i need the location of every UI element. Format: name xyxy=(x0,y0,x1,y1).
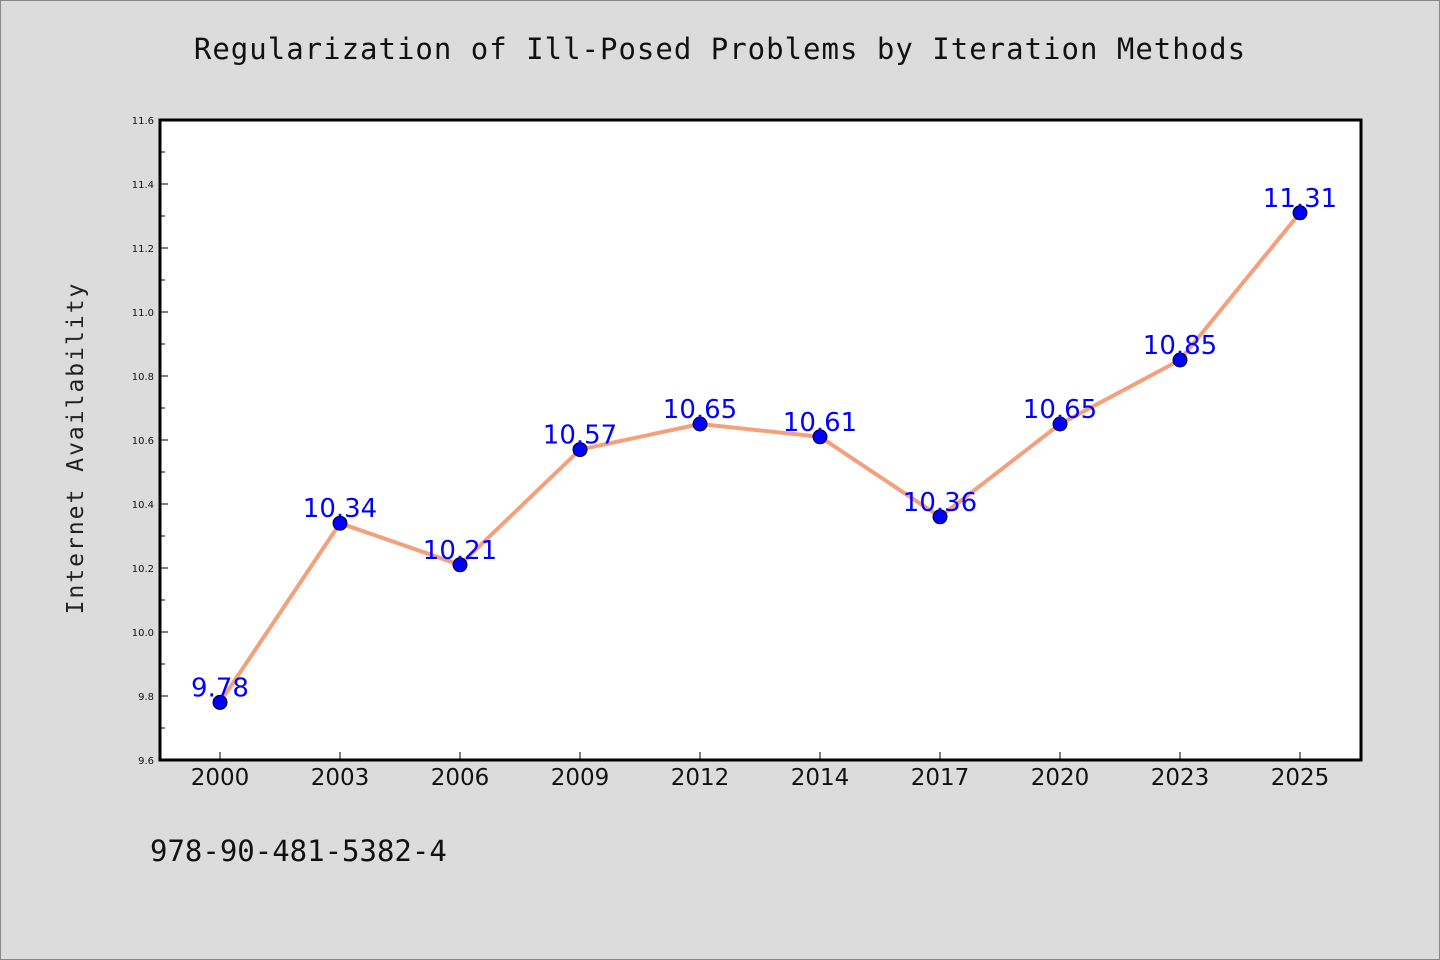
plot-frame xyxy=(158,118,1363,762)
y-tick-label: 10.4 xyxy=(132,500,154,511)
data-point xyxy=(572,442,588,458)
data-label: 11.31 xyxy=(1263,184,1337,214)
x-tick-label: 2003 xyxy=(311,765,370,791)
x-tick-label: 2014 xyxy=(791,765,850,791)
data-label: 10.21 xyxy=(423,536,497,566)
y-tick-label: 9.8 xyxy=(138,692,154,703)
x-tick-label: 2023 xyxy=(1151,765,1210,791)
y-tick-label: 10.2 xyxy=(132,564,154,575)
x-tick-label: 2020 xyxy=(1031,765,1090,791)
data-label: 10.65 xyxy=(1023,395,1097,425)
data-point xyxy=(452,557,468,573)
data-point xyxy=(692,416,708,432)
data-point xyxy=(332,515,348,531)
x-tick-label: 2009 xyxy=(551,765,610,791)
data-point xyxy=(1052,416,1068,432)
y-tick-label: 11.0 xyxy=(132,308,154,319)
x-tick-label: 2025 xyxy=(1271,765,1330,791)
x-tick-label: 2012 xyxy=(671,765,730,791)
y-tick-label: 10.0 xyxy=(132,628,154,639)
y-tick-label: 10.8 xyxy=(132,372,154,383)
y-tick-label: 10.6 xyxy=(132,436,154,447)
y-tick-label: 11.2 xyxy=(132,244,154,255)
data-label: 10.57 xyxy=(543,421,617,451)
data-point xyxy=(932,509,948,525)
data-point xyxy=(812,429,828,445)
x-tick-label: 2006 xyxy=(431,765,490,791)
chart-title: Regularization of Ill-Posed Problems by … xyxy=(193,32,1247,66)
data-label: 10.61 xyxy=(783,408,857,438)
y-tick-label: 11.6 xyxy=(132,116,154,127)
data-label: 10.85 xyxy=(1143,331,1217,361)
data-label: 10.65 xyxy=(663,395,737,425)
x-tick-label: 2000 xyxy=(191,765,250,791)
data-label: 10.36 xyxy=(903,488,977,518)
data-point xyxy=(1172,352,1188,368)
y-tick-label: 9.6 xyxy=(138,756,154,767)
x-tick-label: 2017 xyxy=(911,765,970,791)
plot-area xyxy=(160,120,1361,760)
series-line xyxy=(218,211,1302,704)
data-point xyxy=(212,694,228,710)
y-tick-label: 11.4 xyxy=(132,180,154,191)
data-label: 10.34 xyxy=(303,494,377,524)
isbn-footer: 978-90-481-5382-4 xyxy=(150,834,447,868)
data-label: 9.78 xyxy=(191,673,249,703)
data-point xyxy=(1292,205,1308,221)
